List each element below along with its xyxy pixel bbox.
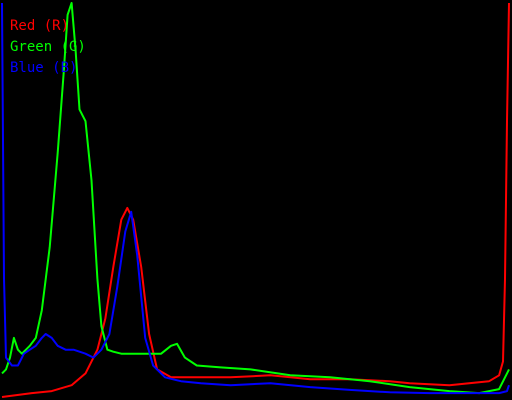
legend-entry-red: Red (R) <box>10 18 69 34</box>
legend-entry-blue: Blue (B) <box>10 60 77 76</box>
green-channel-curve <box>1 2 510 395</box>
blue-channel-curve <box>1 2 510 395</box>
legend-entry-green: Green (G) <box>10 39 86 55</box>
chart-legend: Red (R) Green (G) Blue (B) <box>10 18 86 76</box>
